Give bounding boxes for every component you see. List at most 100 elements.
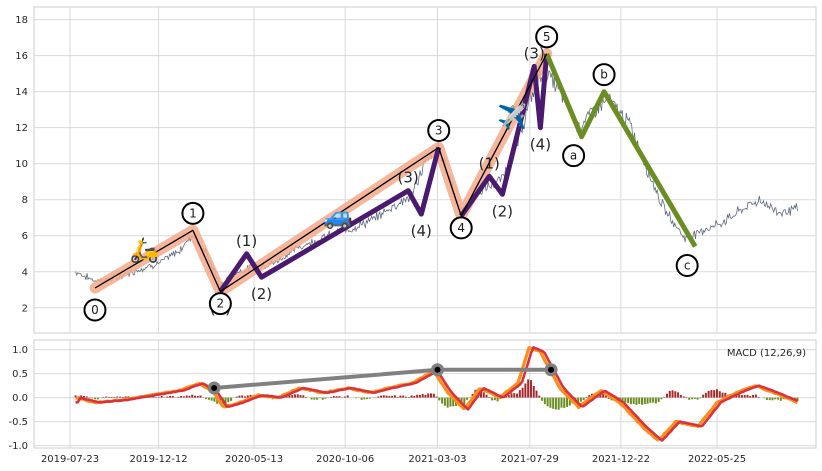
macd-hist-bar-239 bbox=[738, 394, 741, 398]
primary-wave-label-2-text: 2 bbox=[217, 297, 225, 311]
price-y-tick-4: 10 bbox=[15, 159, 28, 170]
macd-hist-bar-28 bbox=[152, 396, 155, 398]
macd-hist-bar-166 bbox=[535, 390, 538, 398]
macd-hist-bar-128 bbox=[429, 393, 432, 398]
macd-hist-bar-230 bbox=[713, 390, 716, 398]
price-y-tick-2: 6 bbox=[22, 231, 28, 242]
macd-hist-bar-114 bbox=[391, 395, 394, 398]
correction-wave-label-0-text: a bbox=[570, 149, 577, 163]
macd-hist-bar-105 bbox=[366, 397, 369, 400]
macd-hist-bar-182 bbox=[579, 397, 582, 402]
macd-hist-bar-157 bbox=[510, 393, 513, 398]
macd-hist-bar-241 bbox=[743, 395, 746, 398]
macd-hist-bar-43 bbox=[194, 395, 197, 398]
x-tick-6: 2021-12-22 bbox=[592, 454, 650, 465]
macd-hist-bar-79 bbox=[293, 394, 296, 398]
macd-hist-bar-0 bbox=[74, 395, 77, 398]
macd-y-tick-4: 1.0 bbox=[12, 345, 28, 356]
macd-hist-bar-119 bbox=[405, 396, 408, 398]
macd-hist-bar-231 bbox=[715, 389, 718, 398]
macd-hist-bar-205 bbox=[643, 397, 646, 405]
macd-hist-bar-34 bbox=[169, 395, 172, 398]
macd-hist-bar-86 bbox=[313, 397, 316, 400]
macd-hist-bar-160 bbox=[518, 390, 521, 398]
macd-hist-bar-178 bbox=[568, 397, 571, 406]
macd-hist-bar-134 bbox=[446, 397, 449, 408]
price-y-tick-5: 12 bbox=[15, 123, 28, 134]
macd-hist-bar-204 bbox=[641, 397, 644, 405]
macd-hist-bar-184 bbox=[585, 396, 588, 398]
x-tick-3: 2020-10-06 bbox=[316, 454, 374, 465]
macd-hist-bar-208 bbox=[652, 397, 655, 403]
macd-hist-bar-214 bbox=[668, 390, 671, 398]
macd-hist-bar-14 bbox=[113, 396, 116, 398]
x-tick-1: 2019-12-12 bbox=[130, 454, 188, 465]
x-tick-2: 2020-05-13 bbox=[225, 454, 283, 465]
sub-wave-0-label-2: (2) bbox=[251, 285, 272, 303]
macd-hist-bar-177 bbox=[566, 397, 569, 407]
macd-y-tick-2: 0.0 bbox=[12, 393, 28, 404]
macd-legend: MACD (12,26,9) bbox=[727, 348, 806, 359]
correction-wave-line bbox=[544, 52, 698, 248]
macd-hist-bar-31 bbox=[160, 395, 163, 398]
macd-hist-bar-181 bbox=[577, 397, 580, 404]
macd-hist-bar-173 bbox=[554, 397, 557, 410]
macd-hist-bar-129 bbox=[432, 393, 435, 398]
macd-hist-bar-38 bbox=[180, 395, 183, 398]
macd-hist-bar-164 bbox=[529, 380, 532, 398]
emoji-marker-2: ✈️ bbox=[497, 102, 527, 131]
macd-hist-bar-218 bbox=[679, 394, 682, 398]
macd-hist-bar-120 bbox=[407, 397, 410, 398]
macd-hist-bar-159 bbox=[516, 393, 519, 398]
macd-hist-bar-162 bbox=[524, 383, 527, 398]
macd-y-tick-3: 0.5 bbox=[12, 369, 28, 380]
macd-hist-bar-83 bbox=[305, 396, 308, 398]
macd-hist-bar-213 bbox=[665, 393, 668, 398]
price-plot-area bbox=[33, 6, 817, 334]
x-tick-5: 2021-07-29 bbox=[501, 454, 559, 465]
macd-hist-bar-47 bbox=[205, 397, 208, 400]
macd-hist-bar-18 bbox=[124, 396, 127, 398]
macd-hist-bar-221 bbox=[688, 397, 691, 400]
macd-hist-bar-124 bbox=[418, 395, 421, 398]
macd-hist-bar-121 bbox=[410, 395, 413, 398]
macd-hist-bar-17 bbox=[121, 396, 124, 398]
primary-wave-label-0-text: 0 bbox=[91, 303, 99, 317]
macd-hist-bar-123 bbox=[416, 394, 419, 398]
macd-hist-bar-207 bbox=[649, 397, 652, 403]
macd-hist-bar-10 bbox=[102, 396, 105, 398]
sub-wave-1 bbox=[459, 53, 550, 218]
macd-hist-bar-104 bbox=[363, 397, 366, 400]
macd-hist-bar-217 bbox=[677, 392, 680, 398]
macd-hist-bar-4 bbox=[85, 396, 88, 398]
macd-hist-bar-168 bbox=[541, 397, 544, 401]
macd-hist-bar-126 bbox=[424, 394, 427, 398]
macd-hist-bar-251 bbox=[771, 397, 774, 401]
macd-hist-bar-209 bbox=[654, 397, 657, 404]
x-tick-4: 2021-03-03 bbox=[408, 454, 466, 465]
primary-wave-line bbox=[94, 53, 548, 293]
primary-wave-label-3-circle bbox=[427, 118, 451, 142]
macd-hist-bar-131 bbox=[438, 397, 441, 401]
correction-wave-label-1-text: b bbox=[600, 68, 608, 82]
macd-trend-point-dot-1 bbox=[434, 366, 441, 373]
sub-wave-0-label-4: (4) bbox=[411, 222, 432, 240]
macd-hist-bar-260 bbox=[796, 397, 799, 401]
macd-hist-bar-110 bbox=[380, 395, 383, 398]
macd-hist-bar-135 bbox=[449, 397, 452, 407]
macd-hist-bar-62 bbox=[246, 395, 249, 398]
macd-hist-bar-246 bbox=[757, 396, 760, 398]
macd-hist-bar-88 bbox=[318, 397, 321, 399]
macd-hist-bar-59 bbox=[238, 395, 241, 398]
macd-hist-bar-41 bbox=[188, 395, 191, 398]
macd-hist-bar-93 bbox=[332, 396, 335, 398]
macd-hist-bar-111 bbox=[382, 395, 385, 398]
macd-y-tick-0: -1.0 bbox=[8, 441, 28, 452]
macd-hist-bar-225 bbox=[699, 397, 702, 399]
macd-hist-bar-106 bbox=[368, 397, 371, 399]
macd-hist-bar-203 bbox=[638, 397, 641, 404]
macd-hist-bar-228 bbox=[707, 390, 710, 398]
macd-hist-bar-3 bbox=[82, 396, 85, 398]
macd-hist-bar-58 bbox=[235, 396, 238, 398]
macd-hist-bar-44 bbox=[196, 396, 199, 398]
